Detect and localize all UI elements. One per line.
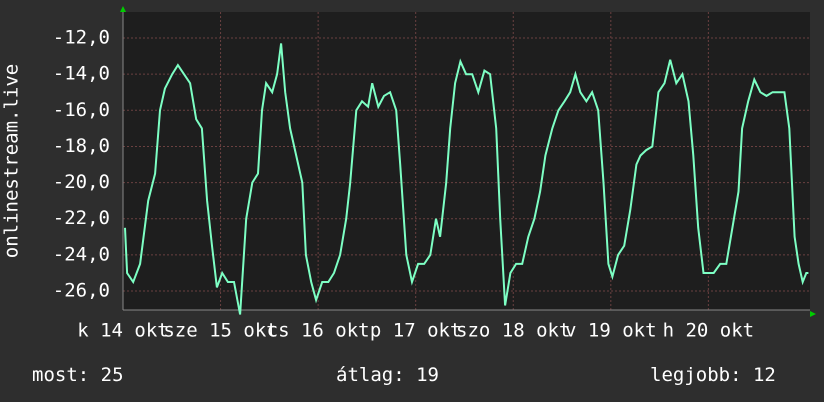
y-tick-label: -16,0 — [53, 99, 110, 121]
y-tick-label: -20,0 — [53, 171, 110, 193]
x-tick-label: v 19 okt — [565, 320, 657, 342]
stat-value: 25 — [101, 364, 124, 386]
x-tick-label: cs 16 okt — [267, 320, 370, 342]
x-tick-label: sze 15 okt — [163, 320, 277, 342]
y-tick-label: -14,0 — [53, 63, 110, 85]
stat-value: 19 — [416, 364, 439, 386]
y-tick-label: -12,0 — [53, 27, 110, 49]
stat: most: 25 — [32, 364, 124, 386]
plot-area — [123, 12, 810, 310]
y-tick-label: -24,0 — [53, 243, 110, 265]
y-axis-label: onlinestream.live — [1, 64, 23, 258]
stat: átlag: 19 — [336, 364, 439, 386]
stat-label: most: — [32, 364, 89, 386]
stat-value: 12 — [753, 364, 776, 386]
stat-label: átlag: — [336, 364, 405, 386]
x-tick-label: k 14 okt — [77, 320, 169, 342]
y-tick-label: -26,0 — [53, 280, 110, 302]
x-tick-label: h 20 okt — [663, 320, 755, 342]
x-tick-label: p 17 okt — [370, 320, 462, 342]
x-tick-label: szo 18 okt — [456, 320, 570, 342]
axis-arrow — [810, 311, 816, 317]
axis-arrow — [120, 6, 126, 12]
data-line — [124, 43, 809, 315]
y-tick-label: -22,0 — [53, 207, 110, 229]
stat: legjobb: 12 — [650, 364, 776, 386]
y-tick-label: -18,0 — [53, 135, 110, 157]
stat-label: legjobb: — [650, 364, 742, 386]
